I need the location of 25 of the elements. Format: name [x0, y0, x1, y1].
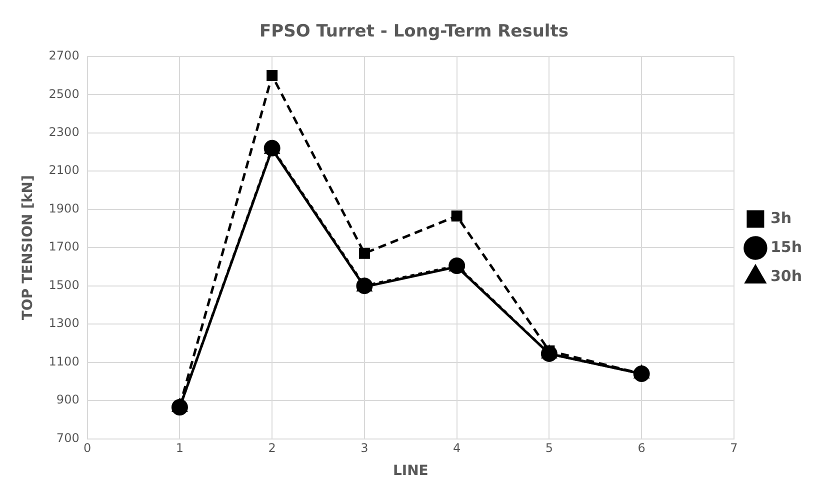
- y-tick-label: 1100: [48, 354, 80, 368]
- x-tick-label: 4: [453, 441, 461, 456]
- legend-label: 15h: [770, 238, 802, 256]
- y-tick-label: 700: [56, 430, 80, 445]
- x-tick-label: 6: [638, 441, 646, 456]
- legend-label: 30h: [770, 266, 802, 285]
- chart-title: FPSO Turret - Long-Term Results: [260, 22, 568, 42]
- y-tick-label: 1700: [48, 240, 80, 254]
- x-tick-label: 3: [360, 441, 368, 456]
- y-tick-label: 900: [56, 392, 80, 407]
- x-tick-label: 5: [545, 441, 554, 456]
- legend-label: 3h: [770, 208, 792, 227]
- y-tick-label: 2300: [48, 125, 80, 140]
- y-tick-label: 1900: [48, 201, 80, 216]
- y-tick-label: 2100: [48, 163, 80, 178]
- y-tick-label: 2700: [48, 48, 80, 63]
- y-tick-label: 1500: [48, 278, 80, 292]
- x-tick-label: 0: [84, 441, 92, 456]
- y-tick-label: 2500: [48, 86, 80, 101]
- x-tick-label: 7: [730, 441, 738, 456]
- x-tick-label: 1: [176, 441, 184, 456]
- x-tick-label: 2: [268, 441, 276, 456]
- y-tick-label: 1300: [48, 316, 80, 330]
- x-axis-title: LINE: [392, 463, 428, 480]
- y-axis-title: TOP TENSION [kN]: [20, 175, 36, 320]
